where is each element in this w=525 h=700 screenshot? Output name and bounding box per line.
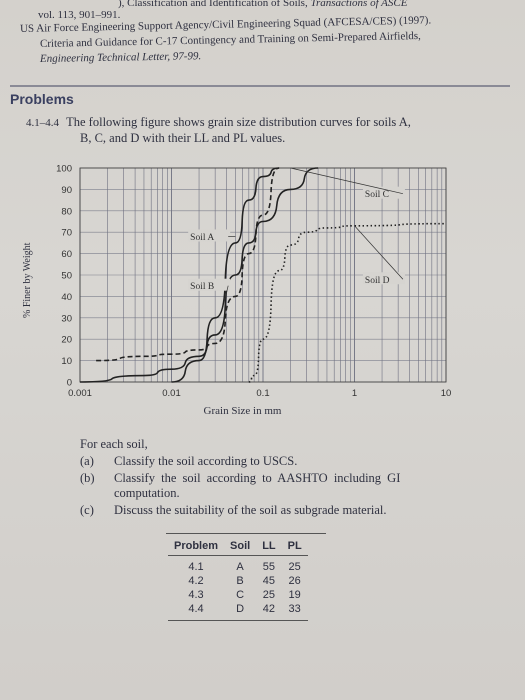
series-curve-soil-d [248, 222, 447, 383]
table-row: 4.3 C 25 19 [168, 588, 308, 602]
table-cell: 26 [288, 575, 301, 587]
task-text: Classify the soil according to USCS. [114, 454, 298, 468]
table-cell: A [236, 561, 244, 573]
task-text: Classify the soil according to AASHTO in… [114, 471, 401, 485]
y-tick-label: 100 [56, 164, 72, 175]
series-label: Soil A [190, 233, 214, 243]
table-top-rule [166, 533, 326, 534]
problem-line-1: 4.1–4.4 The following figure shows grain… [26, 115, 411, 130]
grain-size-chart: 0 10 20 30 40 50 60 70 80 90 100 0.001 0.01 0.1 1 10 So… [56, 164, 451, 400]
table-cell: 4.2 [188, 575, 204, 587]
series-curve-soil-b [79, 167, 319, 383]
table-row: 4.4 D 42 33 [168, 602, 308, 621]
x-tick-label: 0.01 [162, 388, 181, 399]
series-label-bg [362, 186, 405, 199]
table-cell: 55 [262, 561, 276, 573]
table-cell: 42 [262, 603, 276, 615]
table-cell: 4.4 [188, 603, 204, 615]
series-label-bg [188, 278, 231, 291]
series-label-leader [224, 285, 229, 301]
x-tick-label: 10 [441, 388, 452, 399]
table-cell: B [236, 575, 244, 587]
table-cell: 25 [262, 589, 276, 601]
table-cell: 25 [288, 561, 301, 573]
x-tick-label: 1 [352, 388, 357, 399]
series-label: Soil D [365, 276, 390, 286]
problem-line-2: B, C, and D with their LL and PL values. [80, 131, 286, 145]
table-cell: 33 [288, 603, 301, 615]
series-label-bg [362, 272, 405, 285]
x-tick-label: 0.1 [256, 388, 269, 399]
series-curve-soil-c [96, 167, 280, 362]
y-tick-label: 20 [61, 335, 72, 346]
series-label-leader [290, 167, 404, 195]
table-header: Soil [230, 540, 251, 552]
reference-journal: Transactions of ASCE [310, 0, 408, 9]
task-intro: For each soil, [80, 437, 148, 451]
y-tick-label: 60 [61, 249, 72, 260]
chart-ticks: 0 10 20 30 40 50 60 70 80 90 100 0.001 0.01 0.1 1 10 [56, 164, 451, 400]
problem-text-1: The following figure shows grain size di… [66, 115, 411, 129]
reference-line-5: Engineering Technical Letter, 97-99. [39, 50, 202, 65]
section-rule [10, 85, 510, 87]
task-text: computation. [114, 486, 180, 500]
y-tick-label: 50 [61, 271, 72, 282]
series-label: Soil C [365, 190, 389, 200]
chart-series-labels: Soil A Soil B Soil C Soil D [188, 167, 405, 301]
series-curve-soil-a [171, 167, 280, 383]
table-cell: 4.3 [188, 589, 204, 601]
chart-curves [79, 167, 447, 383]
problem-number: 4.1–4.4 [26, 117, 59, 129]
y-tick-label: 70 [61, 228, 72, 239]
ll-pl-table: Problem Soil LL PL 4.1 A 55 25 4.2 B 45 … [168, 537, 308, 621]
x-tick-label: 0.001 [68, 388, 92, 399]
table-cell: 19 [288, 589, 301, 601]
reference-line-2: vol. 113, 901–991. [38, 9, 121, 21]
task-letter: (c) [80, 503, 94, 517]
table-row: 4.1 A 55 25 [168, 555, 308, 575]
table-header: LL [262, 540, 276, 552]
reference-line-1: ), Classification and Identification of … [118, 0, 407, 9]
y-tick-label: 40 [61, 292, 72, 303]
task-text: Discuss the suitability of the soil as s… [114, 503, 387, 517]
reference-text: ), Classification and Identification of … [118, 0, 308, 9]
y-tick-label: 10 [61, 356, 72, 367]
table-header-row: Problem Soil LL PL [168, 537, 308, 556]
series-label-bg [188, 229, 231, 242]
y-tick-label: 30 [61, 313, 72, 324]
table-cell: C [236, 589, 245, 601]
table-row: 4.2 B 45 26 [168, 574, 308, 588]
y-tick-label: 0 [67, 378, 72, 389]
table-header: PL [287, 540, 302, 552]
task-letter: (b) [80, 471, 95, 485]
series-label: Soil B [190, 282, 214, 292]
table-cell: 45 [262, 575, 276, 587]
table-header: Problem [174, 540, 219, 552]
plot-frame [79, 167, 447, 383]
y-tick-label: 90 [61, 185, 72, 196]
task-letter: (a) [80, 454, 94, 468]
x-axis-label: Grain Size in mm [203, 405, 282, 417]
y-axis-label: % Finer by Weight [22, 242, 33, 318]
series-label-leader [354, 225, 404, 280]
table-cell: D [236, 603, 245, 615]
table-cell: 4.1 [188, 561, 204, 573]
y-tick-label: 80 [61, 206, 72, 217]
section-title: Problems [10, 91, 74, 107]
